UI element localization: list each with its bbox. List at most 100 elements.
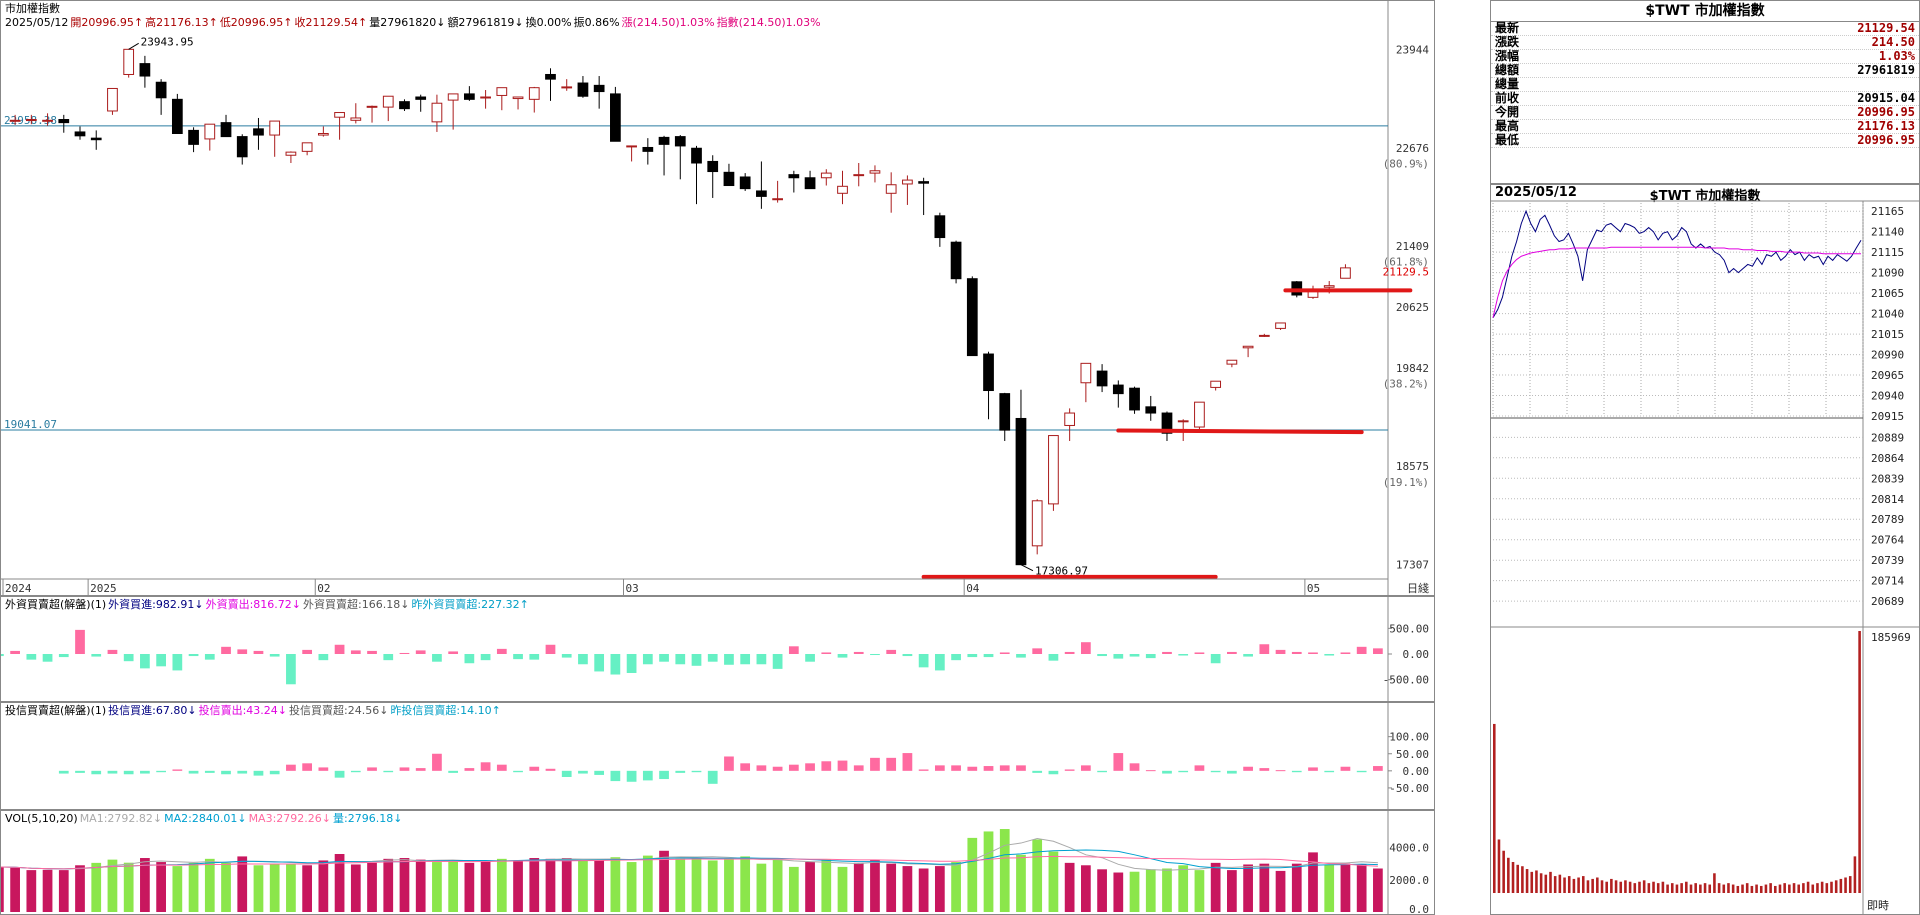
investment-trust-panel[interactable]: 投信買賣超(解盤)(1) 投信買進:67.80↓ 投信賣出:43.24↓ 投信買賣超:… — [0, 702, 1435, 810]
foreign-investor-bar-chart[interactable]: 500.00 0.00 -500.00 — [1, 597, 1434, 701]
date-tick-label: 2024 — [5, 582, 32, 595]
candle — [90, 130, 102, 150]
intraday-volume-bar — [1699, 884, 1702, 893]
reference-line-label: 19041.07 — [4, 418, 57, 431]
data-bar — [918, 769, 929, 771]
intraday-tick-label: 21140 — [1871, 226, 1904, 239]
volume-bar — [464, 862, 475, 912]
data-bar — [221, 770, 231, 775]
candle-body-up — [107, 87, 118, 112]
data-bar — [724, 756, 734, 771]
investment-trust-bar-chart[interactable]: 100.00 50.00 0.00 -50.00 — [1, 703, 1434, 809]
data-bar — [918, 654, 929, 668]
candle-body-up — [561, 86, 573, 89]
intraday-volume-bar — [1844, 877, 1847, 893]
data-bar — [286, 764, 296, 771]
volume-panel[interactable]: VOL(5,10,20) MA1:2792.82↓ MA2:2840.01↓ MA3:… — [0, 810, 1435, 915]
candle — [253, 117, 264, 150]
data-bar — [1032, 648, 1043, 654]
support-mark — [1116, 428, 1364, 435]
volume-bar — [1032, 839, 1043, 912]
candle — [756, 161, 767, 209]
candle-body-up — [350, 117, 362, 121]
volume-bar — [1356, 864, 1367, 912]
intraday-chart[interactable]: 21165 21140 21115 21090 21065 21040 21015 20990… — [1491, 185, 1919, 914]
intraday-volume-bar — [1614, 880, 1618, 893]
data-bar — [432, 654, 442, 662]
volume-bar — [821, 859, 832, 912]
volume-bar — [983, 831, 994, 912]
candle — [123, 48, 135, 78]
data-bar — [545, 644, 556, 654]
candle — [139, 55, 151, 88]
data-bar — [1178, 654, 1189, 656]
data-bar — [480, 654, 491, 661]
data-bar — [350, 650, 361, 654]
main-chart-panel[interactable]: 市加權指數 2025/05/12 開20996.95↑ 高21176.13↑ 低209… — [0, 0, 1435, 596]
data-bar — [91, 654, 102, 657]
high-annotation: 23943.95 — [141, 35, 194, 48]
data-bar — [1275, 770, 1286, 772]
intraday-volume-bar — [1610, 878, 1613, 893]
quote-row: 今開 20996.95 — [1491, 106, 1919, 120]
intraday-volume-bar — [1516, 864, 1519, 893]
data-bar — [1080, 765, 1091, 771]
data-bar — [172, 769, 183, 771]
quote-label: 最新 — [1495, 21, 1520, 35]
intraday-volume-bar — [1656, 883, 1660, 893]
intraday-volume-bar — [1647, 883, 1651, 893]
quote-row: 漲幅 1.03% — [1491, 50, 1919, 64]
foreign-investor-panel[interactable]: 外資買賣超(解盤)(1) 外資買進:982.91↓ 外資賣出:816.72↓ 外資買賣… — [0, 596, 1435, 702]
value-tick-label: 0.0 — [1409, 903, 1429, 914]
intraday-volume-bar — [1825, 883, 1829, 893]
intraday-volume-bar — [1558, 874, 1562, 893]
date-tick-label: 03 — [625, 582, 638, 595]
moving-average-line — [1, 849, 1378, 870]
volume-bar — [1145, 869, 1156, 912]
intraday-volume-bar — [1727, 883, 1730, 893]
volume-bar — [204, 858, 215, 912]
intraday-panel[interactable]: 2025/05/12 $TWT 市加權指數 21165 21140 21115 210… — [1490, 184, 1920, 915]
volume-bar — [415, 859, 426, 912]
intraday-volume-bar — [1834, 880, 1838, 893]
quote-label: 最高 — [1495, 119, 1520, 133]
candle — [950, 240, 962, 284]
data-bar — [529, 766, 540, 771]
volume-bar — [1227, 870, 1237, 912]
candle — [966, 276, 978, 357]
volume-bar — [740, 856, 751, 912]
candle-body-down — [1161, 412, 1173, 434]
intraday-volume-bar — [1759, 885, 1763, 893]
data-bar — [269, 770, 280, 775]
data-bar — [1259, 768, 1270, 771]
candle-body-up — [431, 102, 443, 123]
data-bar — [58, 654, 69, 658]
candle-body-up — [269, 120, 281, 136]
volume-bar — [237, 856, 248, 912]
value-tick-label: 0.00 — [1403, 765, 1430, 778]
data-bar — [75, 770, 85, 773]
info-item-3: 低20996.95↑ — [219, 16, 293, 29]
intraday-volume-bar — [1774, 885, 1777, 893]
volume-bar — [918, 868, 929, 912]
data-bar — [1324, 770, 1335, 773]
candlestick-chart[interactable]: 22958.3819041.072394422676(80.9%)21409(6… — [1, 1, 1434, 595]
data-bar — [788, 764, 799, 771]
foreign-investor-legend: 外資買賣超(解盤)(1) 外資買進:982.91↓ 外資賣出:816.72↓ 外資買賣… — [5, 598, 531, 611]
data-bar — [26, 654, 37, 660]
volume-bar-chart[interactable]: 4000.0 2000.0 0.0 — [1, 811, 1434, 914]
quote-label: 最低 — [1495, 133, 1520, 147]
data-bar — [415, 650, 426, 654]
candle-body-up — [1258, 334, 1270, 337]
candle — [902, 175, 913, 205]
data-bar — [1016, 765, 1026, 771]
volume-bar — [1259, 863, 1270, 912]
intraday-tick-label: 21015 — [1871, 328, 1904, 341]
candle-body-up — [869, 170, 881, 174]
data-bar — [334, 770, 345, 778]
data-bar — [1243, 654, 1253, 657]
intraday-volume-bar — [1853, 856, 1857, 893]
candle-body-up — [528, 87, 540, 100]
data-bar — [1194, 765, 1205, 771]
candle — [772, 180, 783, 203]
